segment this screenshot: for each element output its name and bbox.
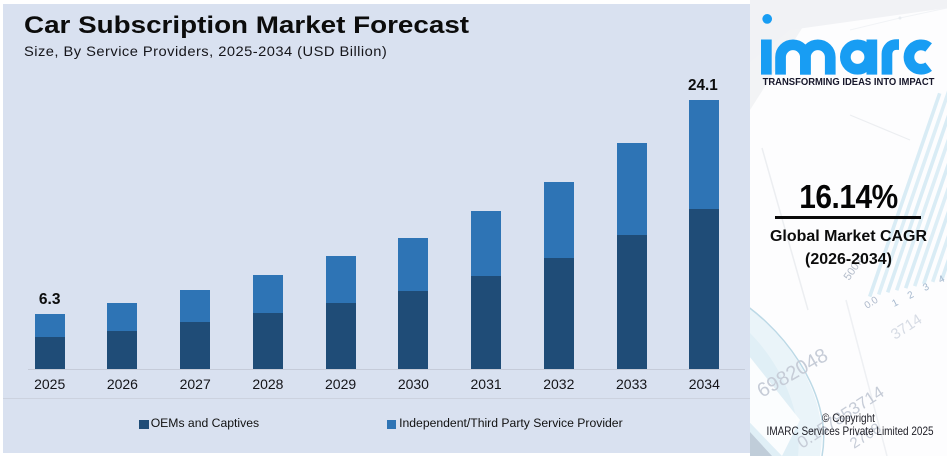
- svg-text:3714: 3714: [888, 311, 925, 343]
- svg-text:0.0: 0.0: [863, 294, 881, 311]
